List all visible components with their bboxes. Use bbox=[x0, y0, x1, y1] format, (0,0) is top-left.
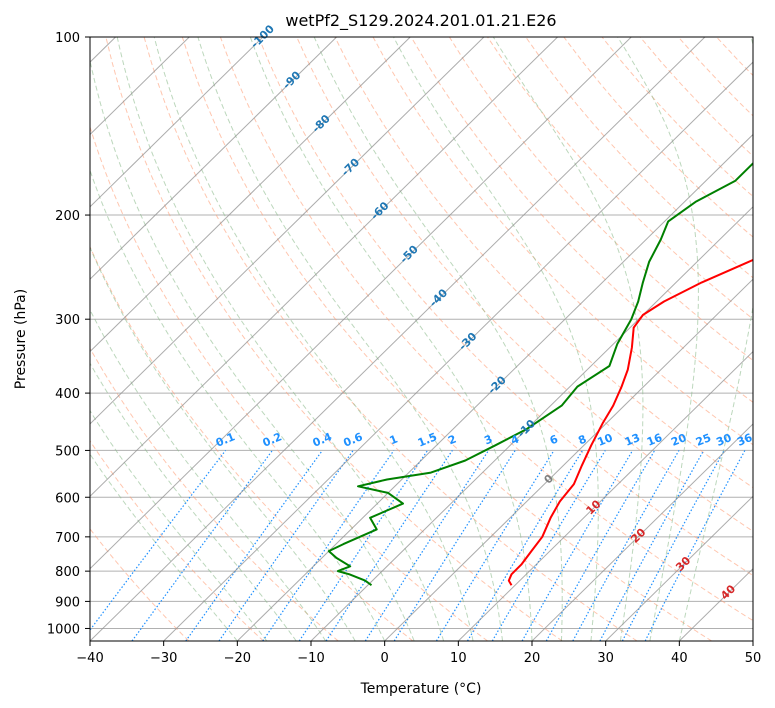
x-tick-label: 0 bbox=[381, 651, 389, 666]
mixing-ratio-line bbox=[298, 450, 429, 641]
mixing-ratio-line bbox=[90, 450, 227, 631]
mixing-ratio-label: 36 bbox=[735, 431, 754, 449]
mixing-ratio-line bbox=[599, 450, 705, 641]
isotherm-line bbox=[531, 423, 753, 641]
mixing-ratio-line bbox=[262, 450, 395, 641]
x-tick-label: −20 bbox=[224, 651, 251, 666]
isotherm-line bbox=[90, 37, 264, 208]
dry-adiabat-line bbox=[105, 37, 563, 641]
moist-adiabat-line bbox=[116, 37, 445, 641]
y-axis-ticks: 100 200 300 400 500 600 700 800 900 1000 bbox=[47, 31, 90, 637]
mixing-ratio-line bbox=[185, 450, 323, 641]
mixing-ratio-label: 30 bbox=[714, 431, 733, 449]
moist-adiabat-line bbox=[90, 246, 356, 641]
pressure-gridlines bbox=[90, 37, 753, 629]
moist-adiabat-line bbox=[197, 37, 503, 641]
isotherm-line bbox=[310, 206, 753, 641]
x-tick-label: 30 bbox=[597, 651, 614, 666]
mixing-ratio-label: 8 bbox=[576, 433, 588, 448]
dry-adiabat-line bbox=[181, 37, 712, 641]
isotherm-line bbox=[90, 37, 632, 570]
temperature-profile-line bbox=[507, 258, 753, 586]
plot-frame bbox=[89, 36, 754, 642]
isotherm-line bbox=[457, 350, 753, 641]
x-tick-label: 40 bbox=[671, 651, 688, 666]
x-tick-label: 50 bbox=[745, 651, 762, 666]
mixing-ratio-line bbox=[572, 450, 680, 641]
isotherm-line bbox=[90, 37, 706, 641]
moist-adiabat-line bbox=[90, 308, 327, 641]
dry-adiabat-line bbox=[258, 37, 753, 577]
plot-area bbox=[90, 37, 753, 641]
dry-adiabat-line bbox=[90, 440, 264, 641]
dry-adiabat-line bbox=[372, 37, 753, 446]
mixing-ratio-line bbox=[621, 450, 725, 641]
moist-adiabat-line bbox=[678, 37, 753, 641]
x-tick-label: 20 bbox=[524, 651, 541, 666]
dewpoint-profile-line bbox=[327, 161, 753, 587]
profile-series bbox=[327, 161, 753, 587]
y-tick-label: 100 bbox=[55, 31, 80, 46]
isotherm-line bbox=[163, 61, 753, 641]
moist-adiabat-line bbox=[90, 168, 386, 641]
y-tick-label: 500 bbox=[55, 444, 80, 459]
mixing-ratio-line bbox=[393, 450, 516, 641]
moist-adiabats bbox=[90, 37, 753, 641]
mixing-ratio-label: 2 bbox=[446, 433, 458, 448]
isotherm-line bbox=[90, 37, 485, 425]
isotherm-line bbox=[90, 37, 337, 280]
y-tick-label: 800 bbox=[55, 565, 80, 580]
moist-adiabat-line bbox=[393, 37, 599, 641]
y-tick-label: 1000 bbox=[47, 622, 80, 637]
y-tick-label: 300 bbox=[55, 313, 80, 328]
isotherm-line bbox=[384, 278, 753, 641]
x-tick-label: −10 bbox=[297, 651, 324, 666]
isotherms bbox=[90, 37, 753, 641]
chart-title: wetPf2_S129.2024.201.01.21.E26 bbox=[285, 11, 556, 31]
mixing-ratio-label: 10 bbox=[596, 431, 615, 449]
dry-adiabat-line bbox=[143, 37, 638, 641]
mixing-ratio-label: 3 bbox=[482, 433, 494, 448]
moist-adiabat-line bbox=[313, 37, 563, 641]
isotherm-line bbox=[605, 495, 753, 641]
isotherm-line bbox=[90, 37, 411, 353]
y-tick-label: 900 bbox=[55, 595, 80, 610]
mixing-ratio-line bbox=[435, 450, 555, 641]
mixing-ratio-label: 13 bbox=[623, 431, 642, 449]
y-axis-label: Pressure (hPa) bbox=[13, 289, 29, 389]
dry-adiabat-line bbox=[90, 125, 488, 641]
mixing-ratio-label: 1 bbox=[388, 432, 400, 447]
y-tick-label: 600 bbox=[55, 491, 80, 506]
mixing-ratio-line bbox=[218, 450, 354, 641]
dry-adiabat-line bbox=[90, 528, 190, 641]
x-tick-label: 10 bbox=[450, 651, 467, 666]
mixing-ratio-label: 25 bbox=[694, 431, 713, 449]
isotherm-line bbox=[236, 133, 753, 641]
dry-adiabat-line bbox=[90, 347, 339, 641]
mixing-ratio-label: 16 bbox=[645, 431, 664, 449]
moist-adiabat-line bbox=[153, 37, 474, 641]
mixing-ratio-line bbox=[545, 450, 656, 641]
x-tick-label: −30 bbox=[150, 651, 177, 666]
y-tick-label: 200 bbox=[55, 209, 80, 224]
y-tick-label: 700 bbox=[55, 531, 80, 546]
moist-adiabat-line bbox=[90, 58, 415, 641]
x-axis-label: Temperature (°C) bbox=[360, 681, 482, 697]
moist-adiabat-line bbox=[492, 37, 644, 641]
moist-adiabat-line bbox=[617, 37, 699, 641]
mixing-ratio-label: 20 bbox=[669, 431, 688, 449]
y-tick-label: 400 bbox=[55, 387, 80, 402]
mixing-ratio-line bbox=[364, 450, 490, 641]
x-axis-ticks: −40 −30 −20 −10 0 10 20 30 40 50 bbox=[76, 641, 761, 666]
moist-adiabat-line bbox=[249, 37, 533, 641]
moist-adiabat-line bbox=[90, 362, 297, 641]
dry-adiabat-line bbox=[448, 37, 753, 362]
x-tick-label: −40 bbox=[76, 651, 103, 666]
mixing-ratio-line bbox=[466, 450, 584, 641]
isotherm-line bbox=[90, 37, 558, 497]
dry-adiabat-line bbox=[219, 37, 753, 622]
